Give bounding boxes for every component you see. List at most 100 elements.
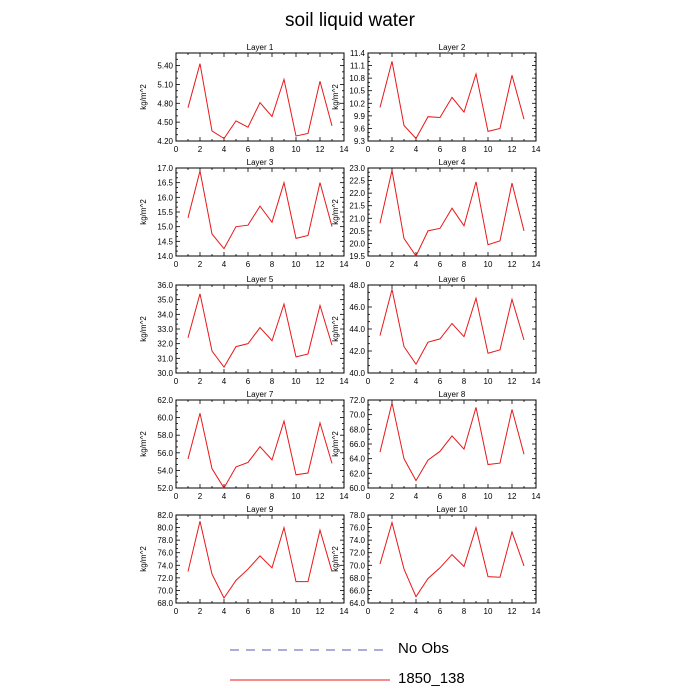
panel-layer-4: Layer 40 2 4 6 8 10 12 1419.520.020.521.021.522…	[331, 158, 541, 269]
x-tick-label: 4	[414, 145, 419, 154]
panel-layer-1: Layer 1 0 2 4 6 8 10 12 14 4.20 4.50 4.80 5.10 5.40 kg…	[139, 43, 349, 154]
x-tick-label: 10	[484, 492, 493, 501]
x-tick-label: 0	[174, 377, 179, 386]
panel-title: Layer 1	[247, 43, 274, 52]
x-tick-label: 4	[414, 607, 419, 616]
y-tick-label: 56.0	[157, 449, 173, 458]
y-tick-label: 64.0	[349, 455, 365, 464]
x-tick-label: 0	[366, 260, 371, 269]
y-tick-label: 54.0	[157, 466, 173, 475]
x-tick-label: 4	[414, 260, 419, 269]
x-tick-label: 12	[316, 260, 325, 269]
x-tick-label: 2	[390, 607, 395, 616]
x-tick-label: 14	[340, 492, 349, 501]
x-tick-label: 10	[484, 145, 493, 154]
y-tick-label: 64.0	[349, 599, 365, 608]
y-tick-label: 23.0	[349, 164, 365, 173]
y-tick-label: 19.5	[349, 252, 365, 261]
y-tick-label: 31.0	[157, 354, 173, 363]
panel-layer-3: Layer 3 0 2 4 6 8 10 12 14 14.0 14.5 15.0 15.5 16.0 16…	[139, 158, 349, 269]
y-tick-label: 36.0	[157, 281, 173, 290]
y-tick-label: 30.0	[157, 369, 173, 378]
y-tick-label: 21.0	[349, 214, 365, 223]
x-tick-label: 14	[340, 145, 349, 154]
x-tick-label: 4	[222, 492, 227, 501]
x-tick-label: 10	[292, 145, 301, 154]
panel-title: Layer 8	[439, 390, 466, 399]
x-tick-label: 12	[508, 145, 517, 154]
x-tick-label: 8	[270, 377, 275, 386]
series-line-1850-138	[187, 63, 333, 140]
x-tick-label: 8	[462, 145, 467, 154]
x-tick-label: 8	[270, 607, 275, 616]
x-tick-label: 10	[292, 607, 301, 616]
panel-title: Layer 4	[439, 158, 466, 167]
series-line-1850-138	[187, 170, 333, 250]
x-tick-label: 6	[246, 377, 251, 386]
y-tick-label: 62.0	[349, 469, 365, 478]
x-tick-label: 2	[198, 145, 203, 154]
y-tick-label: 14.0	[157, 252, 173, 261]
y-tick-label: 14.5	[157, 237, 173, 246]
x-tick-label: 6	[246, 260, 251, 269]
y-tick-label: 74.0	[349, 536, 365, 545]
y-tick-label: 21.5	[349, 202, 365, 211]
series-line-1850-138	[187, 293, 333, 369]
y-tick-label: 72.0	[349, 396, 365, 405]
y-tick-label: 10.2	[349, 99, 365, 108]
x-tick-label: 10	[292, 492, 301, 501]
x-tick-label: 8	[462, 607, 467, 616]
x-tick-label: 4	[222, 145, 227, 154]
y-tick-label: 9.6	[354, 124, 366, 133]
panel-title: Layer 3	[247, 158, 274, 167]
y-tick-label: 9.3	[354, 137, 366, 146]
y-axis-label: kg/m^2	[139, 546, 148, 572]
x-tick-label: 0	[174, 607, 179, 616]
y-tick-label: 16.0	[157, 193, 173, 202]
x-tick-label: 2	[198, 377, 203, 386]
x-tick-label: 4	[222, 260, 227, 269]
plot-frame	[367, 167, 537, 257]
panel-title: Layer 7	[247, 390, 274, 399]
x-tick-label: 2	[390, 492, 395, 501]
y-tick-label: 5.10	[157, 80, 173, 89]
y-axis-label: kg/m^2	[331, 84, 340, 110]
x-tick-label: 14	[532, 607, 541, 616]
y-tick-label: 68.0	[349, 425, 365, 434]
x-tick-label: 12	[316, 607, 325, 616]
y-tick-label: 44.0	[349, 325, 365, 334]
x-tick-label: 2	[198, 492, 203, 501]
x-tick-label: 8	[270, 492, 275, 501]
x-tick-label: 6	[246, 607, 251, 616]
y-tick-label: 5.40	[157, 62, 173, 71]
y-axis-label: kg/m^2	[331, 316, 340, 342]
x-tick-label: 10	[484, 377, 493, 386]
series-line-1850-138	[379, 520, 525, 598]
x-tick-label: 12	[316, 492, 325, 501]
x-tick-label: 0	[366, 492, 371, 501]
x-tick-label: 10	[292, 377, 301, 386]
panel-layer-6: Layer 60 2 4 6 8 10 12 1440.042.044.046.048.0kg…	[331, 275, 541, 386]
x-tick-label: 14	[340, 377, 349, 386]
y-tick-label: 20.0	[349, 239, 365, 248]
x-tick-label: 14	[340, 607, 349, 616]
series-line-1850-138	[379, 402, 525, 482]
x-tick-label: 8	[462, 492, 467, 501]
x-tick-label: 8	[270, 260, 275, 269]
series-line-1850-138	[187, 413, 333, 489]
panel-layer-9: Layer 9 0 2 4 6 8 10 12 14 68.0 70.0 72.0 74.0 76.0 78…	[139, 505, 349, 616]
series-line-1850-138	[379, 289, 525, 366]
y-tick-label: 60.0	[157, 414, 173, 423]
x-tick-label: 8	[462, 260, 467, 269]
panel-layer-7: Layer 7 0 2 4 6 8 10 12 14 52.0 54.0 56.0 58.0 60.0 62…	[139, 390, 349, 501]
x-tick-label: 0	[366, 377, 371, 386]
y-tick-label: 22.0	[349, 189, 365, 198]
y-tick-label: 35.0	[157, 296, 173, 305]
plot-frame	[175, 167, 345, 257]
x-tick-label: 14	[532, 377, 541, 386]
y-tick-label: 76.0	[157, 549, 173, 558]
x-tick-label: 0	[174, 145, 179, 154]
x-tick-label: 12	[508, 492, 517, 501]
panel-title: Layer 6	[439, 275, 466, 284]
